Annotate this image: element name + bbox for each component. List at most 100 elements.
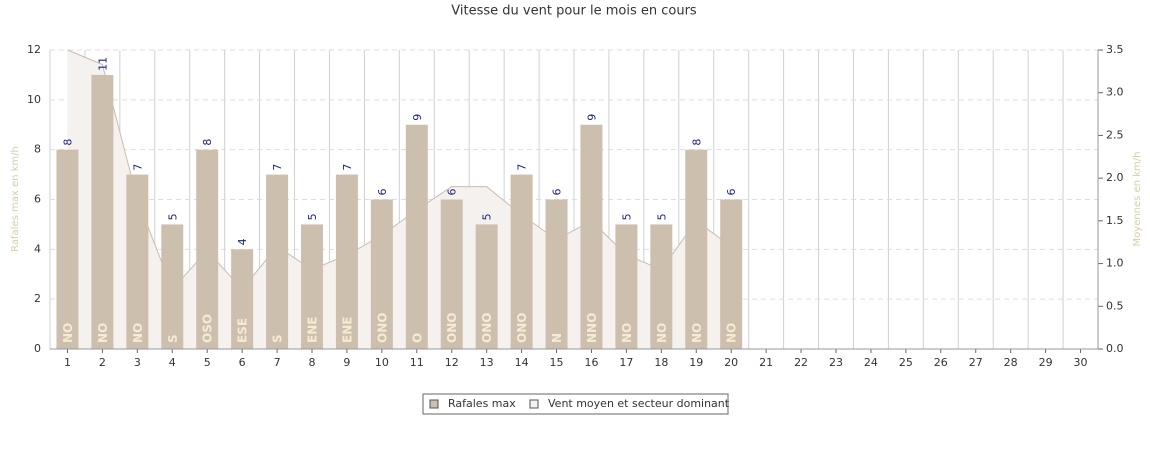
direction-label: NNO — [585, 313, 599, 343]
y2-tick-label: 3.0 — [1106, 86, 1124, 99]
bar — [615, 224, 638, 349]
bar — [720, 199, 743, 349]
y2-axis-label: Moyennes en km/h — [1132, 152, 1143, 247]
x-tick-label: 2 — [99, 356, 106, 369]
value-label: 7 — [271, 164, 284, 171]
y-tick-label: 2 — [34, 292, 41, 305]
bar — [161, 224, 184, 349]
direction-label: ONO — [375, 313, 389, 343]
x-tick-label: 17 — [619, 356, 633, 369]
value-label: 11 — [96, 57, 109, 71]
value-label: 6 — [725, 189, 738, 196]
direction-label: NO — [620, 323, 634, 343]
direction-label: S — [271, 334, 285, 343]
direction-label: ONO — [480, 313, 494, 343]
value-label: 6 — [551, 189, 564, 196]
direction-label: NO — [655, 323, 669, 343]
bar — [370, 199, 393, 349]
direction-label: ENE — [340, 317, 354, 343]
chart-title: Vitesse du vent pour le mois en cours — [451, 4, 697, 19]
direction-label: S — [166, 334, 180, 343]
bar — [266, 174, 289, 349]
legend — [422, 393, 729, 415]
x-tick-label: 25 — [899, 356, 913, 369]
x-tick-label: 29 — [1039, 356, 1053, 369]
y2-tick-label: 2.0 — [1106, 171, 1124, 184]
value-label: 6 — [376, 189, 389, 196]
value-label: 8 — [201, 139, 214, 146]
y-tick-label: 8 — [34, 143, 41, 156]
y2-tick-label: 1.5 — [1106, 214, 1124, 227]
bar — [510, 174, 533, 349]
value-label: 7 — [341, 164, 354, 171]
y2-tick-label: 2.5 — [1106, 128, 1124, 141]
value-label: 8 — [690, 139, 703, 146]
y2-tick-label: 0.0 — [1106, 342, 1124, 355]
value-label: 5 — [655, 213, 668, 220]
x-tick-label: 22 — [794, 356, 808, 369]
x-tick-label: 12 — [445, 356, 459, 369]
legend-label: Rafales max — [448, 397, 516, 410]
x-tick-label: 20 — [724, 356, 738, 369]
bar — [91, 74, 114, 350]
x-tick-label: 26 — [934, 356, 948, 369]
x-tick-label: 30 — [1074, 356, 1088, 369]
x-tick-label: 7 — [274, 356, 281, 369]
direction-label: NO — [61, 323, 75, 343]
value-label: 5 — [620, 213, 633, 220]
bar — [301, 224, 323, 349]
value-label: 5 — [481, 213, 494, 220]
value-label: 5 — [306, 213, 319, 220]
direction-label: ESE — [236, 318, 250, 343]
x-tick-label: 9 — [343, 356, 350, 369]
direction-label: NO — [96, 323, 110, 343]
direction-label: OSO — [201, 314, 215, 343]
x-tick-label: 18 — [654, 356, 668, 369]
value-label: 9 — [411, 114, 424, 121]
x-tick-label: 23 — [829, 356, 843, 369]
bar — [335, 174, 358, 349]
direction-label: NO — [725, 323, 739, 343]
y-tick-label: 4 — [34, 242, 41, 255]
x-tick-label: 13 — [480, 356, 494, 369]
bar — [231, 249, 254, 349]
x-tick-label: 27 — [969, 356, 983, 369]
x-tick-label: 28 — [1004, 356, 1018, 369]
legend-swatch — [529, 399, 539, 409]
x-tick-label: 4 — [169, 356, 176, 369]
x-tick-label: 24 — [864, 356, 878, 369]
x-tick-label: 11 — [410, 356, 424, 369]
bar — [475, 224, 498, 349]
bar — [580, 124, 603, 349]
x-tick-label: 6 — [239, 356, 246, 369]
bar — [126, 174, 149, 349]
y-tick-label: 6 — [34, 193, 41, 206]
bar — [196, 149, 219, 349]
direction-label: NO — [690, 323, 704, 343]
value-label: 7 — [516, 164, 529, 171]
direction-label: ONO — [445, 313, 459, 343]
x-tick-label: 8 — [309, 356, 316, 369]
y-tick-label: 12 — [27, 43, 41, 56]
value-label: 9 — [585, 114, 598, 121]
direction-label: NO — [131, 323, 145, 343]
x-tick-label: 15 — [550, 356, 564, 369]
x-tick-label: 14 — [515, 356, 529, 369]
legend-swatch — [429, 399, 439, 409]
direction-label: ENE — [306, 317, 320, 343]
bar — [405, 124, 428, 349]
bar — [56, 149, 79, 349]
bar — [685, 149, 708, 349]
direction-label: ONO — [515, 313, 529, 343]
value-label: 8 — [61, 139, 74, 146]
legend-label: Vent moyen et secteur dominant — [548, 397, 730, 410]
y2-tick-label: 3.5 — [1106, 43, 1124, 56]
x-tick-label: 1 — [64, 356, 71, 369]
bar — [545, 199, 568, 349]
x-tick-label: 19 — [689, 356, 703, 369]
direction-label: O — [410, 333, 424, 343]
value-label: 7 — [131, 164, 144, 171]
y-tick-label: 10 — [27, 93, 41, 106]
direction-label: N — [550, 333, 564, 343]
